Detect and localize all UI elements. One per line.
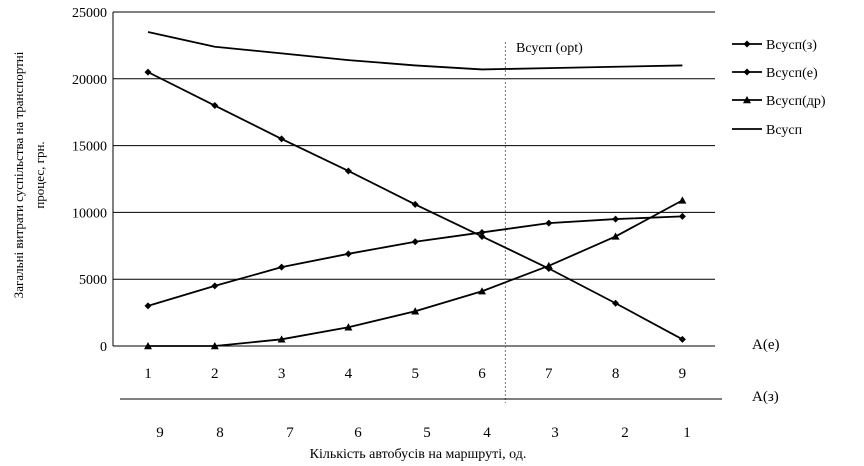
x-tick-labels: 1 2 3 4 5 6 7 8 9 9 8 7 6 5 4 3 2 1 — [144, 366, 691, 441]
legend-marker — [743, 68, 751, 76]
x-top-tick-label: 8 — [612, 366, 620, 382]
legend-label: Bсусп(е) — [766, 66, 818, 81]
x-bottom-tick-label: 5 — [423, 425, 431, 441]
data-point — [478, 287, 486, 295]
bottom-x-axis-name: A(з) — [752, 389, 779, 405]
data-point — [478, 228, 486, 236]
legend-marker — [743, 40, 751, 48]
series-3 — [144, 196, 687, 350]
y-tick-label: 15000 — [72, 140, 107, 155]
data-point — [344, 323, 353, 331]
x-top-tick-label: 4 — [345, 366, 353, 382]
axes — [112, 12, 722, 400]
data-point — [612, 215, 620, 223]
data-point — [211, 102, 219, 110]
y-tick-label: 20000 — [72, 73, 107, 88]
legend-label: Bсусп — [766, 123, 803, 138]
x-top-tick-label: 2 — [211, 366, 219, 382]
data-point — [211, 282, 219, 290]
data-point — [612, 299, 620, 307]
top-x-axis-name: A(е) — [752, 337, 779, 353]
y-axis-label-line1: Загальні витрати суспільства на транспор… — [11, 51, 26, 298]
data-point — [478, 232, 486, 240]
legend-label: Bсусп(з) — [766, 38, 817, 53]
data-point — [277, 335, 286, 343]
y-tick-label: 10000 — [72, 206, 107, 221]
x-bottom-tick-label: 7 — [286, 425, 294, 441]
data-point — [545, 219, 553, 227]
series-line — [148, 199, 683, 347]
data-point — [411, 200, 419, 208]
data-point — [678, 212, 686, 220]
x-bottom-tick-label: 6 — [354, 425, 362, 441]
x-bottom-tick-label: 3 — [551, 425, 559, 441]
series-2 — [144, 212, 686, 310]
data-point — [144, 302, 152, 310]
y-tick-labels: 0 5000 10000 15000 20000 25000 — [72, 6, 107, 355]
legend-label: Bсусп(др) — [766, 94, 826, 109]
data-point — [210, 342, 219, 350]
x-bottom-tick-label: 8 — [216, 425, 224, 441]
series-line — [147, 215, 683, 307]
x-axis-label: Кількість автобусів на маршруті, од. — [310, 447, 527, 462]
data-point — [544, 261, 553, 270]
x-top-tick-label: 1 — [144, 366, 152, 382]
x-top-tick-label: 6 — [478, 366, 486, 382]
data-point — [411, 238, 419, 246]
data-point — [344, 167, 352, 175]
series-line — [147, 31, 683, 71]
y-axis-label-line2: процес, грн. — [32, 141, 47, 208]
data-point — [411, 307, 420, 315]
data-point — [278, 263, 286, 271]
x-bottom-tick-label: 2 — [621, 425, 629, 441]
series-group — [144, 31, 687, 350]
data-point — [144, 342, 152, 350]
data-point — [678, 196, 687, 204]
legend-marker — [743, 96, 751, 104]
x-top-tick-label: 7 — [545, 366, 553, 382]
series-4 — [147, 31, 683, 71]
x-bottom-tick-label: 1 — [683, 425, 691, 441]
x-top-tick-label: 5 — [411, 366, 419, 382]
x-top-tick-label: 9 — [679, 366, 687, 382]
x-top-tick-label: 3 — [278, 366, 286, 382]
y-tick-label: 25000 — [72, 6, 107, 21]
legend: Bсусп(з) Bсусп(е) Bсусп(др) Bсусп — [732, 38, 826, 138]
grid-lines — [113, 11, 715, 347]
optimum-label: Bсусп (opt) — [516, 41, 583, 56]
series-1 — [144, 68, 686, 343]
y-tick-label: 5000 — [79, 273, 107, 288]
data-point — [611, 232, 620, 240]
data-point — [678, 335, 686, 343]
data-point — [144, 68, 152, 76]
x-bottom-tick-label: 9 — [156, 425, 164, 441]
data-point — [344, 250, 352, 258]
y-tick-label: 0 — [100, 340, 107, 355]
x-bottom-tick-label: 4 — [483, 425, 491, 441]
data-point — [278, 135, 286, 143]
